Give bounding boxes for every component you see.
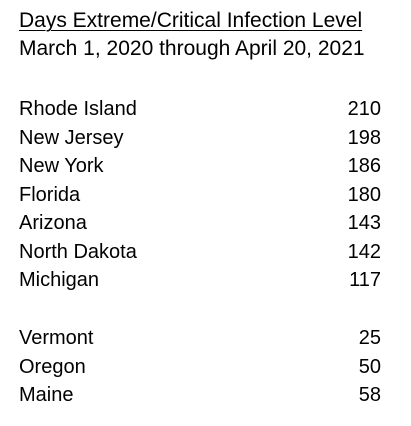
days-value: 117 [349, 269, 381, 291]
list-item: Vermont 25 [19, 324, 381, 353]
list-item: North Dakota 142 [19, 238, 381, 267]
state-name: New York [19, 155, 104, 177]
list-item: New Jersey 198 [19, 124, 381, 153]
days-value: 25 [358, 327, 381, 349]
days-value: 198 [347, 126, 381, 149]
days-value: 143 [347, 212, 381, 234]
days-value: 180 [347, 183, 381, 206]
list-item: Michigan 117 [19, 266, 381, 295]
list-item: Rhode Island 210 [19, 95, 381, 124]
list-item: Florida 180 [19, 181, 381, 210]
days-value: 186 [347, 155, 381, 177]
state-name: New Jersey [19, 126, 124, 149]
state-name: Maine [19, 384, 74, 406]
state-name: Florida [19, 183, 81, 206]
date-range-subtitle: March 1, 2020 through April 20, 2021 [19, 37, 365, 60]
days-value: 210 [347, 98, 381, 120]
days-value: 50 [358, 355, 381, 378]
state-name: Oregon [19, 355, 86, 378]
state-name: Rhode Island [19, 98, 137, 120]
state-name: Arizona [19, 212, 87, 234]
days-value: 142 [347, 240, 381, 263]
list-item: Arizona 143 [19, 209, 381, 238]
list-item: Maine 58 [19, 381, 381, 410]
page-title: Days Extreme/Critical Infection Level [19, 9, 363, 32]
top-states-list: Rhode Island 210 New Jersey 198 New York… [19, 95, 381, 295]
list-item: New York 186 [19, 152, 381, 181]
state-name: Vermont [19, 327, 94, 349]
state-name: North Dakota [19, 240, 137, 263]
days-value: 58 [358, 384, 381, 406]
state-name: Michigan [19, 269, 100, 291]
bottom-states-list: Vermont 25 Oregon 50 Maine 58 [19, 324, 381, 410]
list-item: Oregon 50 [19, 353, 381, 382]
